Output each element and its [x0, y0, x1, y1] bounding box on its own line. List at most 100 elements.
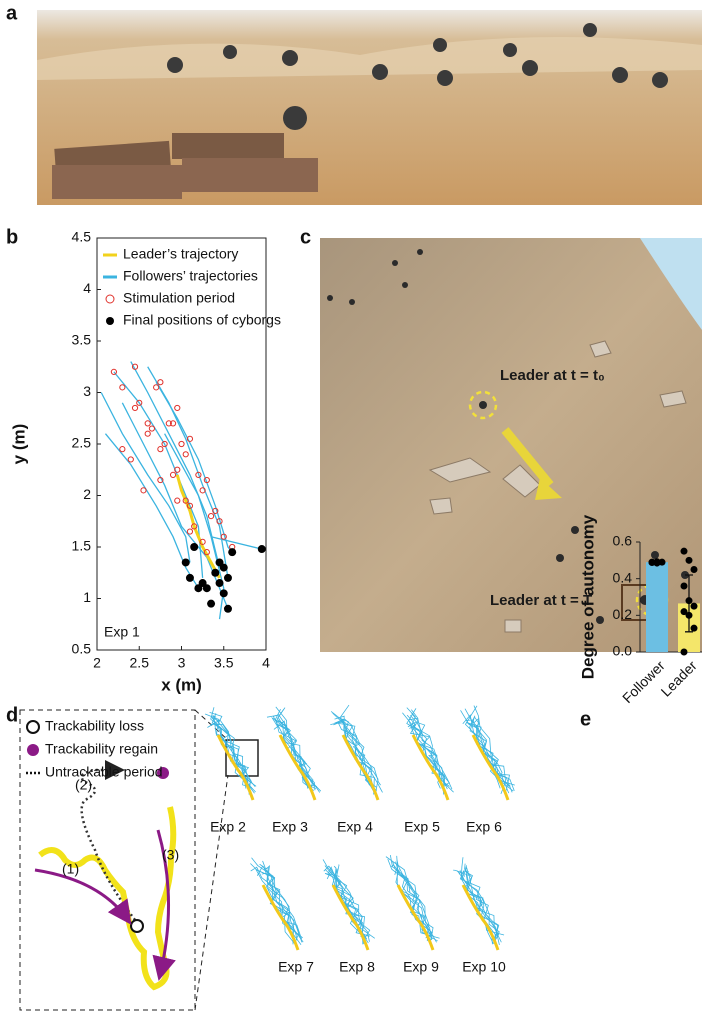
legend-swatch [106, 317, 114, 325]
stimulation-point [144, 430, 151, 437]
stimulation-point [157, 446, 164, 453]
data-point [658, 558, 666, 566]
y-tick-label: 0.4 [613, 569, 633, 585]
trajectory [121, 402, 229, 610]
x-tick-label: 3 [178, 655, 186, 671]
thumbnail-leader [471, 734, 510, 801]
thumbnail-trajectory [339, 704, 383, 793]
thumbnail-trajectory [464, 865, 494, 945]
legend-label: Untrackable period [45, 764, 163, 780]
phase-label: (2) [75, 777, 92, 793]
y-axis-label: Degree of autonomy [578, 514, 597, 679]
final-position [223, 604, 232, 613]
stimulation-point [136, 399, 143, 406]
thumbnail-trajectory [332, 712, 376, 795]
y-tick-label: 4 [83, 280, 91, 296]
final-position [202, 584, 211, 593]
x-tick-label: 4 [262, 655, 270, 671]
stimulation-point [186, 502, 194, 509]
y-tick-label: 0.0 [613, 643, 633, 659]
thumbnail-trajectory [473, 717, 510, 791]
stimulation-point [220, 533, 227, 540]
stimulation-point [216, 518, 223, 525]
experiment-label: Exp 4 [337, 819, 373, 835]
stimulation-point [119, 384, 126, 391]
y-tick-label: 2.5 [72, 435, 92, 451]
y-tick-label: 1.5 [72, 538, 92, 554]
stimulation-point [157, 476, 164, 484]
photo-c [320, 238, 702, 652]
stimulation-point [131, 363, 139, 370]
stimulation-point [148, 425, 156, 432]
stimulation-point [199, 538, 206, 545]
x-tick-label: 2.5 [130, 655, 150, 671]
final-position [223, 573, 232, 582]
experiment-label: Exp 8 [339, 959, 375, 975]
stimulation-point [174, 497, 181, 504]
thumbnail-trajectory [459, 870, 496, 943]
diagram-d [19, 709, 259, 1011]
y-tick-label: 1 [83, 589, 91, 605]
stimulation-point [212, 507, 219, 515]
thumbnail-trajectory [327, 866, 368, 940]
thumbnail-leader [216, 734, 255, 801]
thumbnail-trajectory [457, 870, 500, 940]
thumbnail-trajectory [207, 719, 255, 794]
data-point [690, 566, 698, 573]
photo-annotation: Leader at t = t₀ [500, 367, 605, 384]
thumbnail-trajectory [266, 714, 321, 793]
thumbnail-trajectory [272, 714, 311, 789]
panel-label: a [6, 2, 18, 24]
thumbnail-trajectory [213, 717, 254, 790]
x-axis-label: x (m) [161, 675, 202, 694]
final-position [211, 568, 220, 577]
thumbnail-trajectory [395, 861, 434, 941]
y-tick-label: 2 [83, 486, 91, 502]
thumbnail-trajectory [398, 869, 437, 943]
thumbnail-trajectory [396, 859, 429, 942]
photo-a [37, 10, 702, 205]
x-tick-label: 2 [93, 655, 101, 671]
thumbnail-trajectory [473, 705, 515, 791]
final-position [207, 599, 216, 608]
stimulation-point [153, 384, 160, 391]
stimulation-point [186, 435, 194, 442]
experiment-label: Exp 7 [278, 959, 314, 975]
thumbnail-trajectory [409, 723, 450, 789]
final-position [228, 548, 237, 557]
trajectory [130, 361, 221, 568]
thumbnail-leader [331, 884, 370, 951]
stimulation-point [174, 404, 181, 412]
photo-annotation: Leader at t = T [490, 592, 592, 609]
thumbnail-trajectory [389, 854, 434, 939]
thumbnail-trajectory [411, 709, 448, 790]
stimulation-point [174, 466, 181, 473]
stimulation-point [169, 420, 177, 427]
stimulation-point [195, 471, 202, 478]
stimulation-point [144, 420, 151, 427]
experiment-label: Exp 5 [404, 819, 440, 835]
final-position [181, 558, 190, 567]
thumbnail-trajectory [385, 856, 432, 936]
thumbnail-trajectory [275, 706, 317, 787]
stimulation-point [203, 549, 210, 556]
thumbnail-trajectory [256, 865, 303, 939]
stimulation-point [169, 471, 177, 478]
y-tick-label: 0.5 [72, 641, 92, 657]
stimulation-point [157, 379, 164, 386]
thumbnail-leader [261, 884, 300, 951]
stimulation-point [199, 487, 206, 494]
thumbnail-trajectory [273, 720, 315, 787]
data-point [680, 582, 688, 590]
thumbnail-trajectory [411, 713, 453, 790]
thumbnail-trajectory [274, 709, 317, 790]
data-point [685, 597, 693, 605]
thumbnail-trajectory [390, 864, 440, 939]
thumbnail-trajectory [326, 871, 376, 939]
stimulation-point [178, 440, 185, 448]
data-point [680, 608, 688, 616]
legend-label: Trackability regain [45, 741, 158, 757]
stimulation-point [165, 420, 172, 427]
bar [646, 562, 668, 652]
